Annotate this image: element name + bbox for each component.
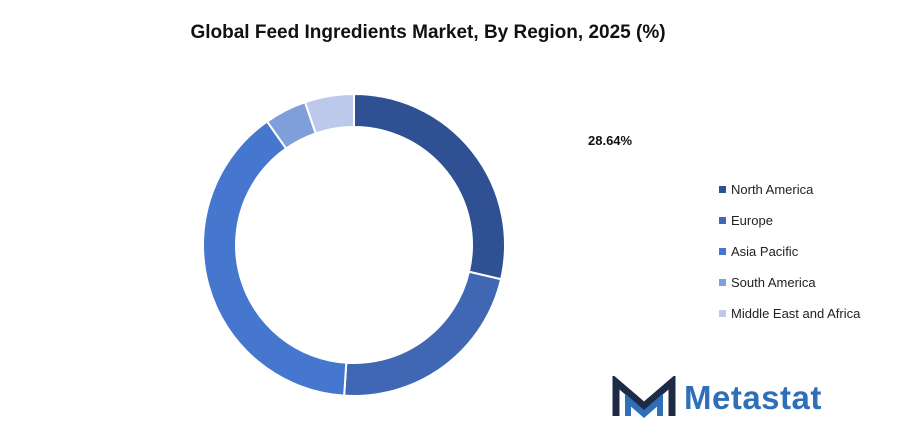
data-label-north-america: 28.64% bbox=[588, 133, 633, 148]
legend-label: North America bbox=[731, 182, 814, 197]
metastat-logo: Metastat bbox=[612, 376, 822, 420]
legend-swatch bbox=[719, 217, 726, 224]
metastat-m-icon bbox=[612, 376, 676, 418]
legend-swatch bbox=[719, 248, 726, 255]
legend-swatch bbox=[719, 310, 726, 317]
donut-slice-asia-pacific bbox=[202, 120, 348, 397]
legend-item-europe: Europe bbox=[719, 205, 860, 236]
legend-item-middle-east-africa: Middle East and Africa bbox=[719, 298, 860, 329]
logo-text: Metastat bbox=[684, 379, 822, 416]
legend-swatch bbox=[719, 186, 726, 193]
legend-item-north-america: North America bbox=[719, 174, 860, 205]
donut-slice-north-america bbox=[353, 92, 506, 281]
donut-slice-europe bbox=[343, 270, 503, 397]
legend-item-asia-pacific: Asia Pacific bbox=[719, 236, 860, 267]
legend-label: Middle East and Africa bbox=[731, 306, 861, 321]
chart-title: Global Feed Ingredients Market, By Regio… bbox=[190, 22, 666, 43]
legend-label: South America bbox=[731, 275, 816, 290]
legend-item-south-america: South America bbox=[719, 267, 860, 298]
legend-label: Europe bbox=[731, 213, 773, 228]
donut-slice-middle-east-and-africa bbox=[303, 92, 355, 135]
legend-swatch bbox=[719, 279, 726, 286]
legend: North America Europe Asia Pacific South … bbox=[719, 174, 860, 329]
legend-label: Asia Pacific bbox=[731, 244, 799, 259]
